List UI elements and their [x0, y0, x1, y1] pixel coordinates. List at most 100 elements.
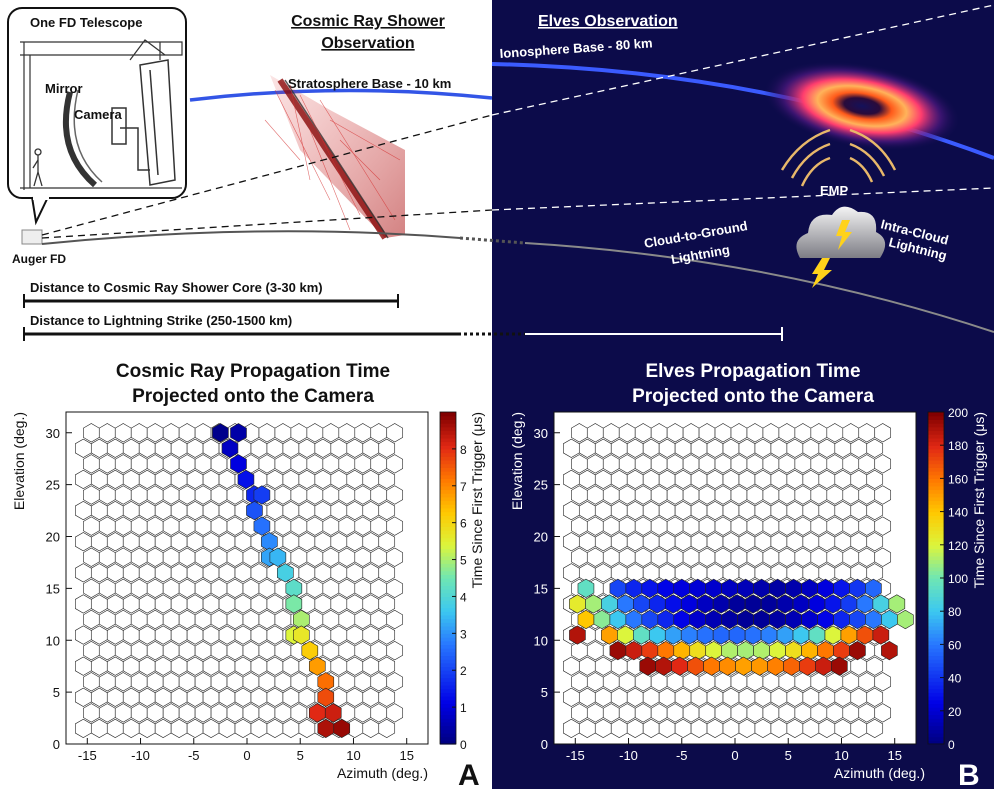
- hex-pixel: [386, 423, 404, 443]
- colorbar-segment: [440, 696, 456, 701]
- hex-pixel-triggered: [285, 594, 303, 614]
- hex-pixel-triggered: [221, 438, 239, 458]
- hex-pixel: [866, 687, 884, 707]
- chart-b-colorbar: 0 20 40 60 80 100 120 140 160 180 200: [927, 406, 968, 752]
- colorbar-segment: [928, 607, 944, 612]
- colorbar-segment: [928, 555, 944, 561]
- colorbar-tick-label: 80: [948, 605, 962, 619]
- colorbar-segment: [440, 441, 456, 446]
- colorbar-tick-label: 3: [460, 627, 467, 641]
- colorbar-segment: [928, 537, 944, 542]
- colorbar-segment: [928, 434, 944, 439]
- hex-pixel-triggered: [253, 516, 271, 536]
- colorbar-segment: [440, 718, 456, 723]
- colorbar-segment: [440, 526, 456, 531]
- chart-b-title-line2: Projected onto the Camera: [632, 386, 874, 407]
- colorbar-tick-label: 2: [460, 664, 467, 678]
- hex-pixel-triggered: [253, 485, 271, 505]
- colorbar-segment: [440, 707, 456, 712]
- colorbar-segment: [928, 625, 944, 631]
- colorbar-segment: [440, 518, 456, 524]
- x-tick-label: -15: [566, 748, 585, 763]
- colorbar-segment: [928, 437, 944, 443]
- colorbar-segment: [440, 515, 456, 520]
- colorbar-segment: [440, 618, 456, 623]
- hex-pixel-triggered: [293, 625, 310, 645]
- mirror-label: Mirror: [45, 81, 83, 96]
- colorbar-segment: [928, 456, 944, 461]
- hex-pixel: [874, 547, 892, 567]
- colorbar-segment: [440, 412, 456, 417]
- x-tick-label: 5: [297, 748, 304, 763]
- hex-pixel: [874, 423, 892, 443]
- colorbar-segment: [928, 471, 944, 476]
- hex-pixel: [866, 500, 884, 521]
- y-tick-label: 20: [534, 530, 548, 545]
- colorbar-segment: [928, 559, 944, 564]
- colorbar-segment: [928, 570, 944, 575]
- colorbar-tick-label: 0: [948, 738, 955, 752]
- hex-pixel-triggered: [333, 718, 351, 739]
- colorbar-segment: [440, 699, 456, 705]
- colorbar-segment: [928, 511, 944, 516]
- colorbar-segment: [928, 614, 944, 620]
- colorbar-segment: [928, 585, 944, 590]
- colorbar-segment: [928, 736, 944, 741]
- colorbar-segment: [440, 430, 456, 435]
- telescope-inset: One FD Telescope: [7, 7, 187, 226]
- colorbar-segment: [928, 526, 944, 531]
- colorbar-segment: [440, 589, 456, 594]
- hex-pixel: [378, 563, 396, 583]
- hex-pixel-triggered: [230, 454, 247, 474]
- colorbar-tick-label: 8: [460, 443, 467, 457]
- colorbar-segment: [440, 419, 456, 424]
- colorbar-segment: [928, 518, 944, 524]
- chart-a-colorbar: 0 1 2 3 4 5 6 7 8: [439, 411, 467, 752]
- hex-pixel: [378, 438, 396, 458]
- telescope-title: One FD Telescope: [30, 15, 142, 30]
- hex-pixel: [378, 500, 396, 521]
- hex-pixel: [386, 516, 404, 536]
- hex-pixel: [874, 672, 892, 692]
- colorbar-segment: [440, 555, 456, 561]
- colorbar-segment: [928, 467, 944, 472]
- chart-b-axes: -15 -10 -5 0 5 10 15 0 5 10 15 20 25 30: [534, 426, 902, 763]
- colorbar-segment: [928, 426, 944, 432]
- stratosphere-label: Stratosphere Base - 10 km: [288, 76, 451, 91]
- colorbar-segment: [928, 459, 944, 465]
- hex-pixel: [386, 454, 404, 474]
- colorbar-segment: [440, 478, 456, 483]
- x-tick-label: 15: [887, 748, 901, 763]
- colorbar-segment: [440, 548, 456, 553]
- chart-cosmic-ray: Cosmic Ray Propagation Time Projected on…: [11, 361, 485, 789]
- hex-pixel-triggered: [569, 625, 586, 645]
- colorbar-segment: [440, 681, 456, 686]
- distance-bar-lightning: Distance to Lightning Strike (250-1500 k…: [23, 313, 783, 341]
- hex-pixel: [386, 485, 404, 505]
- colorbar-segment: [440, 533, 456, 539]
- colorbar-segment: [928, 622, 944, 627]
- colorbar-segment: [928, 703, 944, 708]
- colorbar-segment: [928, 707, 944, 712]
- colorbar-segment: [440, 581, 456, 586]
- hex-pixel: [874, 454, 892, 474]
- colorbar-segment: [440, 566, 456, 572]
- storm-cloud-icon: [796, 206, 886, 288]
- colorbar-segment: [440, 662, 456, 668]
- hex-pixel-triggered: [308, 656, 326, 676]
- x-tick-label: 0: [243, 748, 250, 763]
- colorbar-segment: [928, 478, 944, 483]
- colorbar-tick-label: 1: [460, 701, 467, 715]
- sight-lines-left: [41, 114, 493, 239]
- colorbar-segment: [928, 441, 944, 446]
- colorbar-segment: [928, 533, 944, 539]
- hex-pixel-triggered: [831, 656, 848, 676]
- auger-fd-label: Auger FD: [12, 252, 66, 266]
- colorbar-segment: [928, 589, 944, 594]
- top-illustration: One FD Telescope: [7, 4, 994, 341]
- colorbar-segment: [928, 592, 944, 598]
- hex-pixel: [378, 625, 396, 645]
- hex-pixel: [874, 703, 892, 723]
- chart-a-zlabel: Time Since First Trigger (μs): [469, 412, 485, 588]
